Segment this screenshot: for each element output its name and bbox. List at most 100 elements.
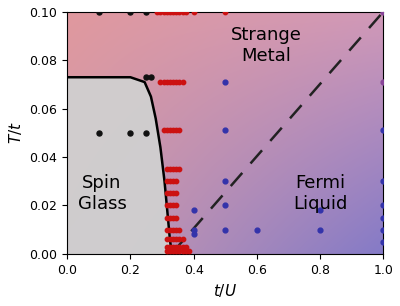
Point xyxy=(164,167,170,172)
Point xyxy=(222,9,228,14)
Point xyxy=(170,237,176,242)
Point xyxy=(176,167,182,172)
Point xyxy=(380,239,386,244)
Point xyxy=(186,249,192,254)
Point xyxy=(157,80,164,84)
Point xyxy=(167,249,173,254)
Point xyxy=(170,179,176,184)
Point xyxy=(179,249,186,254)
Point xyxy=(157,9,164,14)
Point xyxy=(380,227,386,232)
Point xyxy=(176,128,182,133)
Text: Strange
Metal: Strange Metal xyxy=(231,26,302,65)
Point xyxy=(167,9,173,14)
Point xyxy=(182,9,189,14)
Point xyxy=(176,227,182,232)
Text: Spin
Glass: Spin Glass xyxy=(78,174,126,213)
Point xyxy=(170,227,176,232)
Point xyxy=(167,179,173,184)
X-axis label: $t/U$: $t/U$ xyxy=(213,282,237,299)
Point xyxy=(173,167,180,172)
Point xyxy=(164,9,170,14)
Point xyxy=(176,80,182,84)
Point xyxy=(173,244,180,249)
Point xyxy=(190,232,197,237)
Point xyxy=(190,9,197,14)
Point xyxy=(167,128,173,133)
Point xyxy=(222,179,228,184)
Point xyxy=(182,249,189,254)
Point xyxy=(222,203,228,208)
Point xyxy=(173,237,180,242)
Point xyxy=(170,9,176,14)
Point xyxy=(167,203,173,208)
Point xyxy=(317,208,323,213)
Point xyxy=(222,80,228,84)
Point xyxy=(143,130,149,135)
Point xyxy=(179,244,186,249)
Point xyxy=(167,80,173,84)
Y-axis label: $T/t$: $T/t$ xyxy=(7,121,24,144)
Point xyxy=(176,244,182,249)
Point xyxy=(380,128,386,133)
Point xyxy=(176,237,182,242)
Point xyxy=(164,249,170,254)
Point xyxy=(164,203,170,208)
Point xyxy=(167,227,173,232)
Point xyxy=(170,203,176,208)
Point xyxy=(190,227,197,232)
Point xyxy=(173,179,180,184)
Point xyxy=(190,208,197,213)
Point xyxy=(170,191,176,196)
Point xyxy=(380,9,386,14)
Point xyxy=(173,80,180,84)
Point xyxy=(164,128,170,133)
Point xyxy=(143,75,149,80)
Point xyxy=(380,179,386,184)
Point xyxy=(380,215,386,220)
Point xyxy=(170,80,176,84)
Point xyxy=(164,237,170,242)
Point xyxy=(164,227,170,232)
Point xyxy=(179,9,186,14)
Point xyxy=(96,130,102,135)
Point xyxy=(380,80,386,84)
Point xyxy=(173,249,180,254)
Point xyxy=(127,130,134,135)
Point xyxy=(164,191,170,196)
Point xyxy=(170,215,176,220)
Point xyxy=(173,227,180,232)
Point xyxy=(96,9,102,14)
Point xyxy=(173,215,180,220)
Point xyxy=(317,227,323,232)
Point xyxy=(167,237,173,242)
Point xyxy=(173,203,180,208)
Point xyxy=(170,128,176,133)
Point xyxy=(167,244,173,249)
Point xyxy=(170,244,176,249)
Point xyxy=(179,237,186,242)
Point xyxy=(154,9,160,14)
Point xyxy=(173,191,180,196)
Point xyxy=(164,215,170,220)
Point xyxy=(173,9,180,14)
Point xyxy=(164,179,170,184)
Point xyxy=(170,167,176,172)
Point xyxy=(222,227,228,232)
Point xyxy=(167,167,173,172)
Point xyxy=(176,9,182,14)
Point xyxy=(148,75,154,80)
Point xyxy=(167,215,173,220)
Point xyxy=(167,191,173,196)
Point xyxy=(164,244,170,249)
Point xyxy=(143,9,149,14)
Point xyxy=(164,80,170,84)
Point xyxy=(254,227,260,232)
Point xyxy=(173,128,180,133)
Point xyxy=(222,128,228,133)
Point xyxy=(160,9,167,14)
Point xyxy=(160,80,167,84)
Point xyxy=(127,9,134,14)
Text: Fermi
Liquid: Fermi Liquid xyxy=(293,174,347,213)
Point xyxy=(380,203,386,208)
